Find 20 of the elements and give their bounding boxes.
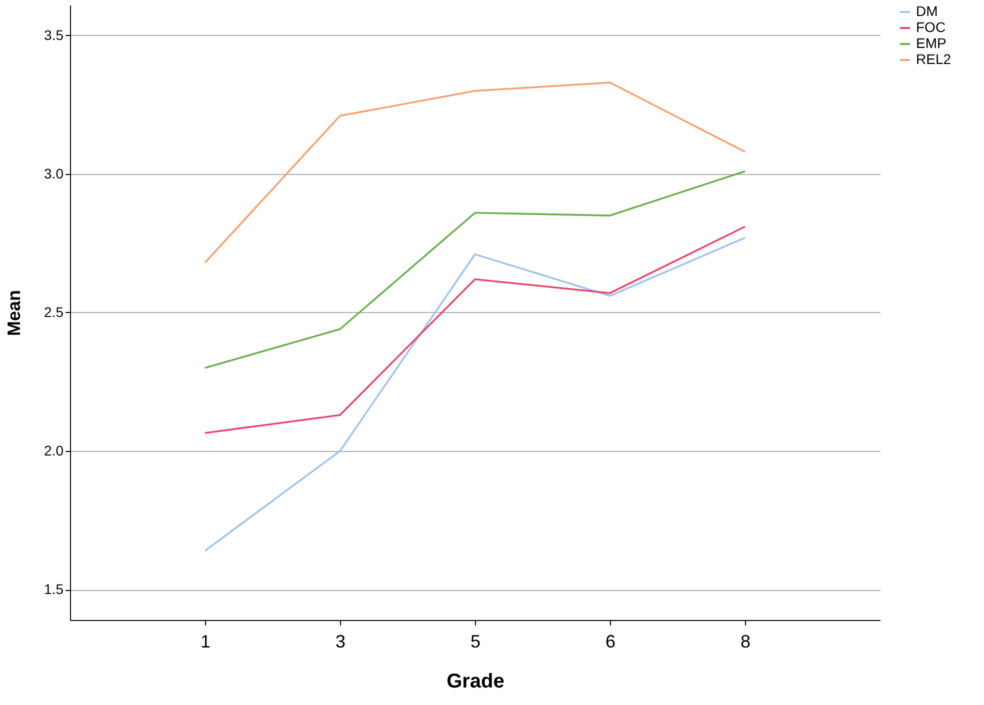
- line-series: [204, 82, 746, 264]
- x-tick-label: 5: [470, 632, 481, 652]
- legend-label: FOC: [916, 19, 946, 35]
- x-tick-label: 1: [200, 632, 211, 652]
- legend-label: EMP: [916, 35, 946, 51]
- y-tick-label: 3.5: [44, 26, 64, 43]
- x-tick-label: 8: [740, 632, 751, 652]
- legend-label: REL2: [916, 51, 952, 67]
- x-tick-label: 3: [335, 632, 346, 652]
- y-tick-label: 2.0: [44, 442, 64, 459]
- y-tick-label: 2.5: [44, 304, 64, 320]
- x-tick-label: 6: [605, 632, 616, 652]
- line-series: [204, 236, 746, 552]
- y-tick-label: 1.5: [44, 581, 64, 598]
- line-series: [204, 170, 746, 369]
- y-tick-label: 3.0: [44, 165, 64, 182]
- legend-label: DM: [916, 3, 938, 19]
- line-series: [204, 226, 746, 434]
- y-axis-title: Mean: [4, 290, 24, 336]
- x-axis-title: Grade: [446, 670, 504, 692]
